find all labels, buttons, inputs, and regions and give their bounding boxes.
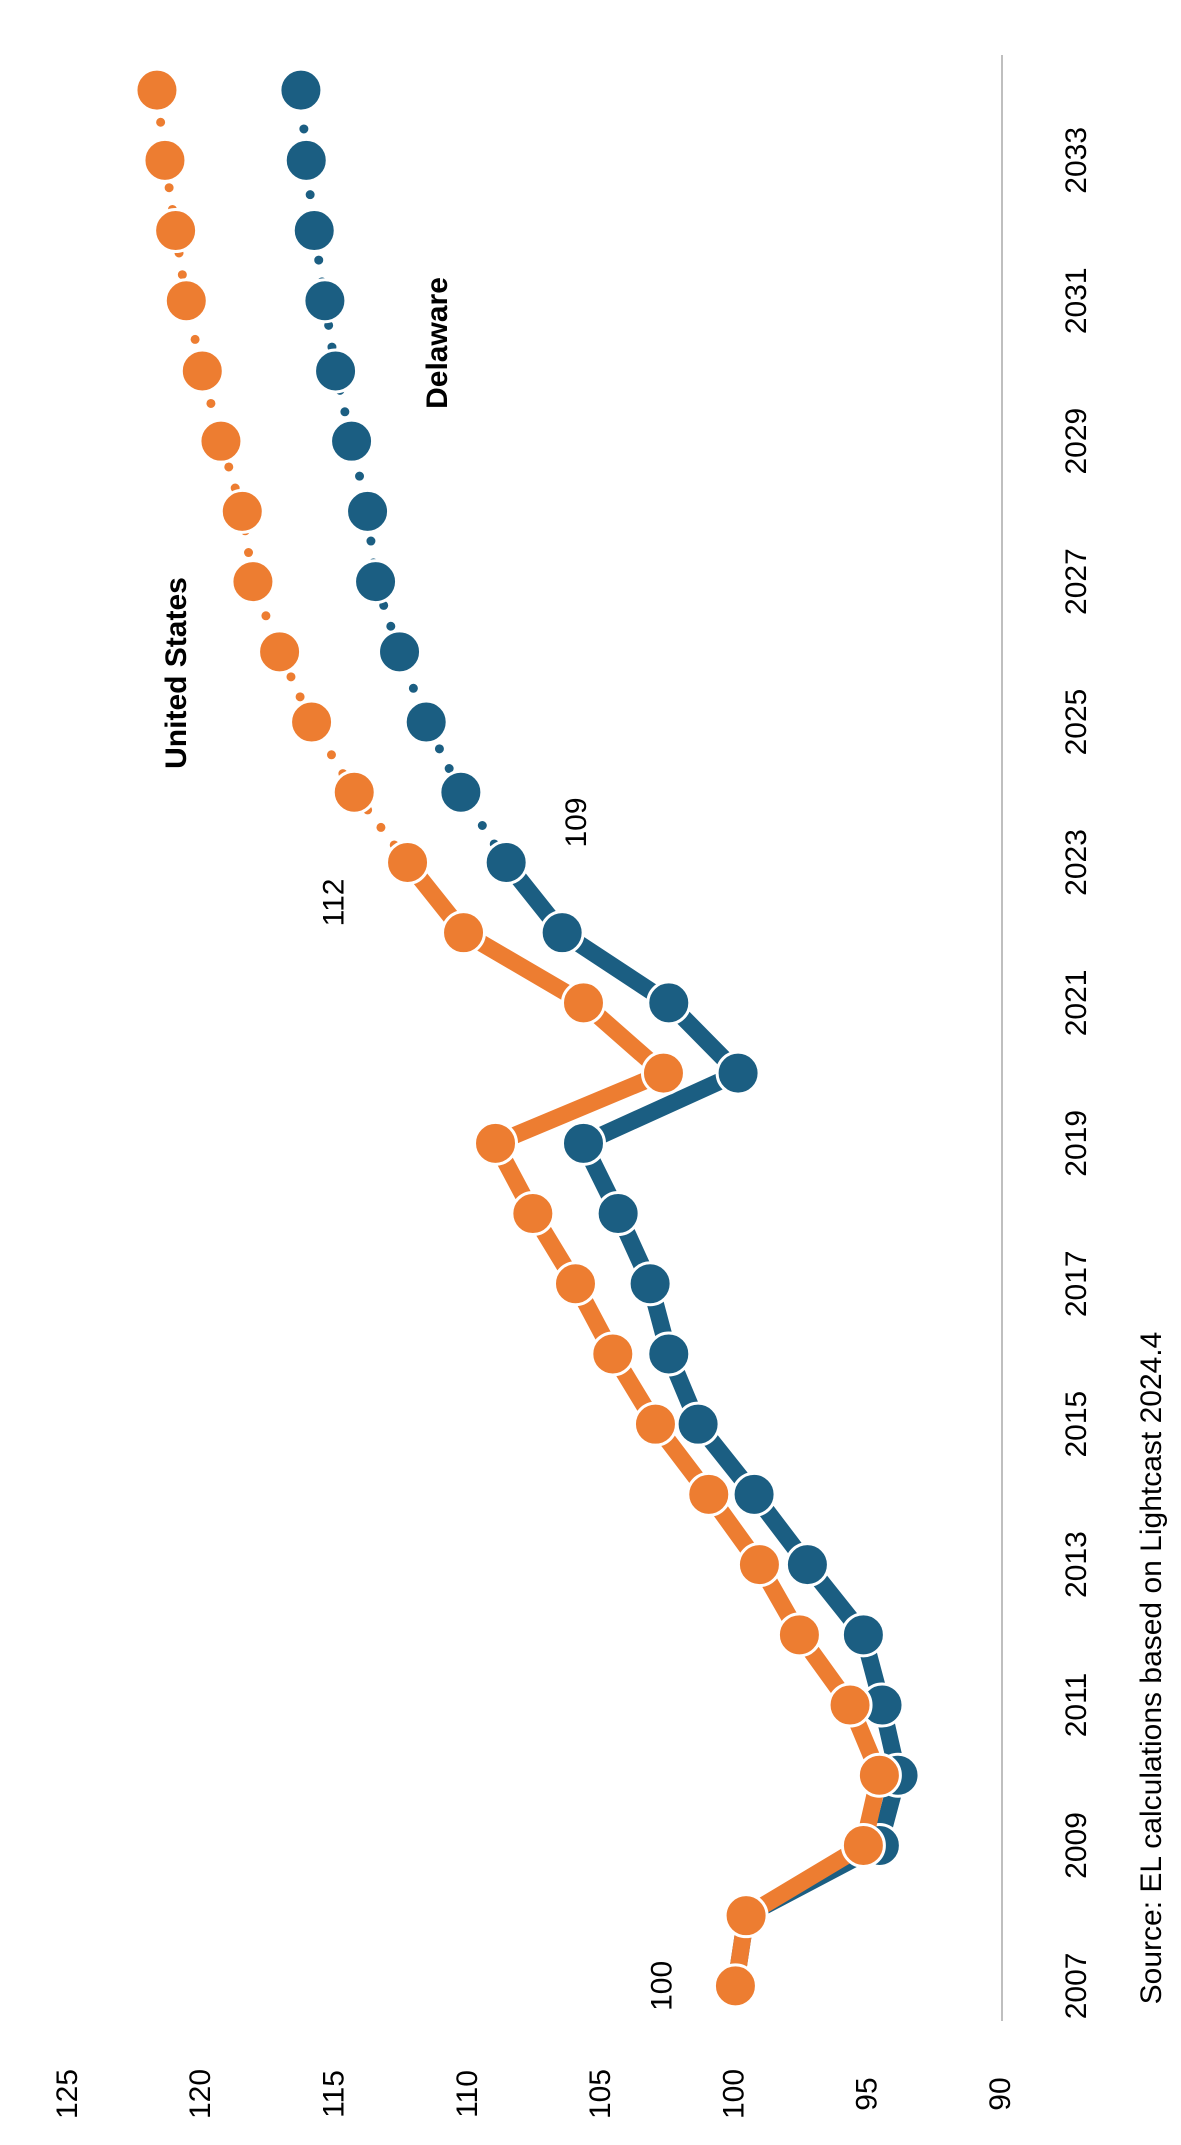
data-point <box>595 1191 641 1237</box>
data-point <box>840 1822 886 1868</box>
data-point <box>345 488 391 534</box>
data-point <box>712 1963 758 2009</box>
data-point <box>731 1471 777 1517</box>
data-point <box>230 559 276 605</box>
x-tick-label: 2015 <box>1060 1391 1093 1458</box>
x-tick-label: 2027 <box>1060 548 1093 615</box>
data-point <box>627 1261 673 1307</box>
data-point <box>353 559 399 605</box>
x-tick-label: 2029 <box>1060 408 1093 475</box>
data-point <box>179 348 225 394</box>
data-point <box>632 1401 678 1447</box>
data-label: 100 <box>645 1961 678 2011</box>
series-label: Delaware <box>421 277 454 409</box>
data-point <box>510 1191 556 1237</box>
series-label: United States <box>160 577 193 769</box>
series-line <box>296 85 511 867</box>
y-tick-label: 100 <box>717 2069 750 2119</box>
data-point <box>675 1401 721 1447</box>
data-point <box>473 1120 519 1166</box>
y-tick-label: 105 <box>584 2069 617 2119</box>
data-point <box>313 348 359 394</box>
data-label: 112 <box>317 879 350 927</box>
data-point <box>441 910 487 956</box>
x-tick-label: 2013 <box>1060 1531 1093 1598</box>
data-point <box>640 1050 686 1096</box>
data-point <box>385 839 431 885</box>
data-point <box>560 980 606 1026</box>
data-point <box>283 137 329 183</box>
data-point <box>403 699 449 745</box>
data-point <box>646 1331 692 1377</box>
data-point <box>827 1682 873 1728</box>
x-tick-label: 2023 <box>1060 829 1093 896</box>
data-point <box>219 488 265 534</box>
data-point <box>483 839 529 885</box>
data-point <box>163 278 209 324</box>
x-tick-label: 2031 <box>1060 267 1093 334</box>
data-point <box>438 769 484 815</box>
series-line <box>152 85 413 867</box>
x-tick-label: 2009 <box>1060 1812 1093 1879</box>
data-point <box>289 699 335 745</box>
x-tick-label: 2025 <box>1060 689 1093 756</box>
data-point <box>552 1261 598 1307</box>
data-point <box>723 1893 769 1939</box>
y-tick-label: 110 <box>451 2070 484 2118</box>
data-point <box>377 629 423 675</box>
y-tick-label: 125 <box>51 2069 84 2119</box>
data-point <box>278 67 324 113</box>
data-point <box>784 1542 830 1588</box>
data-label: 109 <box>560 797 593 847</box>
source-note: Source: EL calculations based on Lightca… <box>1135 1332 1168 2005</box>
y-tick-label: 120 <box>184 2069 217 2119</box>
data-point <box>736 1542 782 1588</box>
data-point <box>142 137 188 183</box>
x-tick-label: 2017 <box>1060 1250 1093 1317</box>
data-point <box>539 910 585 956</box>
data-point <box>331 769 377 815</box>
data-point <box>560 1120 606 1166</box>
data-point <box>291 208 337 254</box>
data-point <box>776 1612 822 1658</box>
data-point <box>686 1471 732 1517</box>
x-tick-label: 2007 <box>1060 1953 1093 2020</box>
data-point <box>329 418 375 464</box>
data-point <box>590 1331 636 1377</box>
data-point <box>153 208 199 254</box>
x-tick-label: 2033 <box>1060 127 1093 194</box>
y-tick-label: 95 <box>851 2077 884 2110</box>
x-tick-label: 2021 <box>1060 970 1093 1037</box>
data-point <box>302 278 348 324</box>
y-tick-label: 115 <box>317 2070 350 2118</box>
x-tick-label: 2011 <box>1060 1673 1093 1738</box>
data-point <box>715 1050 761 1096</box>
data-point <box>198 418 244 464</box>
data-point <box>856 1752 902 1798</box>
data-point <box>840 1612 886 1658</box>
x-tick-label: 2019 <box>1060 1110 1093 1177</box>
data-point <box>134 67 180 113</box>
y-tick-label: 90 <box>984 2077 1017 2110</box>
data-point <box>257 629 303 675</box>
data-point <box>646 980 692 1026</box>
